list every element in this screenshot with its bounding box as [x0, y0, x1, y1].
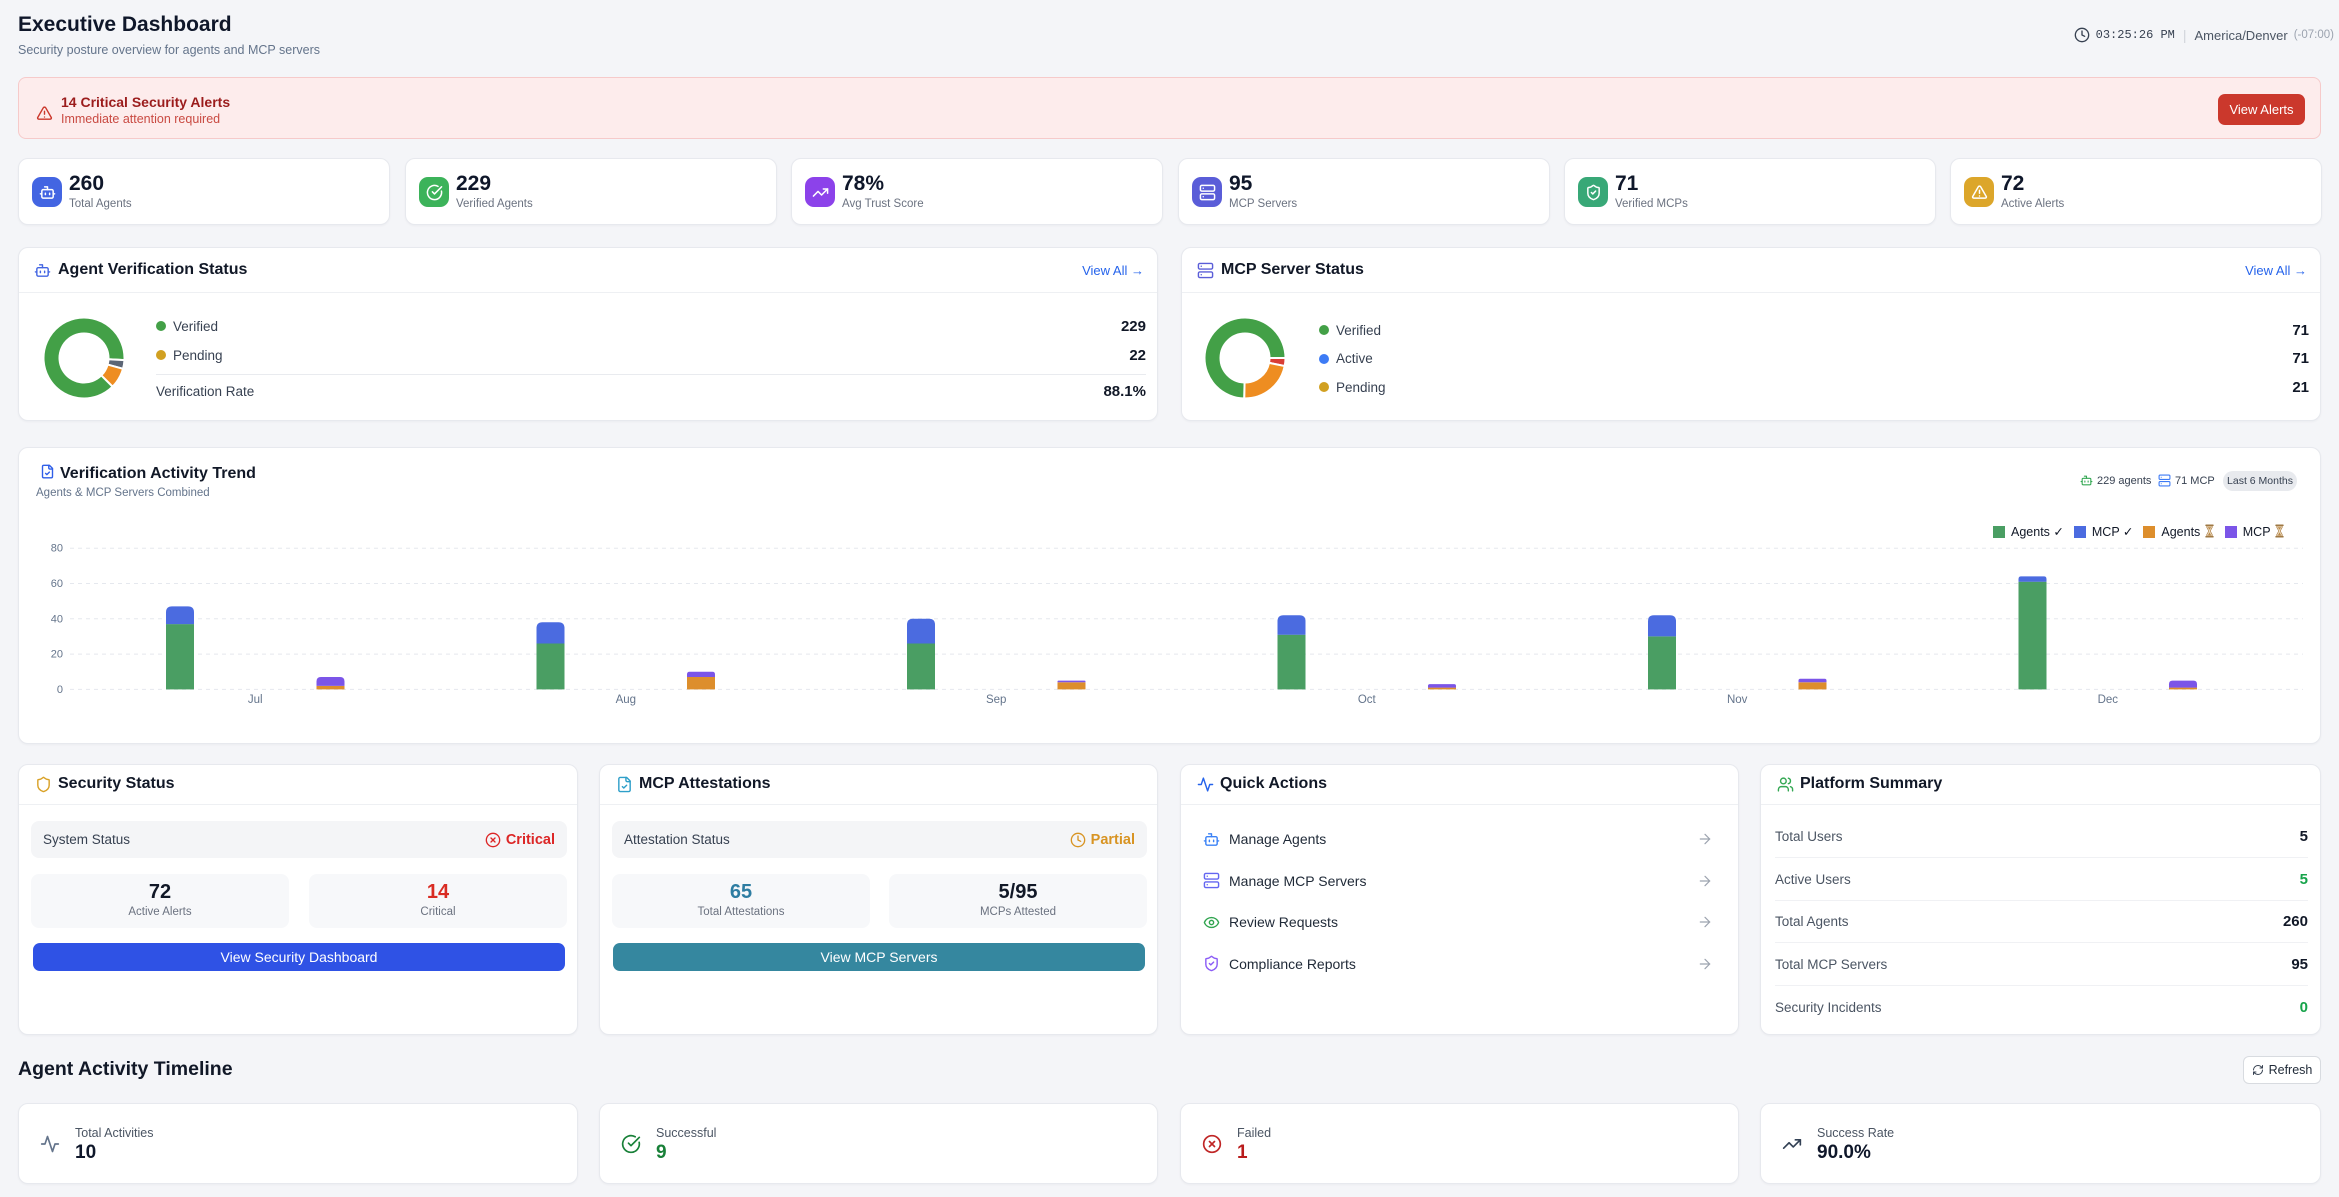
svg-text:80: 80 [51, 543, 63, 555]
svg-text:Dec: Dec [2098, 694, 2119, 706]
svg-text:Oct: Oct [1358, 694, 1377, 706]
svg-text:0: 0 [57, 684, 63, 696]
svg-text:Sep: Sep [986, 694, 1006, 706]
svg-text:60: 60 [51, 578, 63, 590]
svg-text:Jul: Jul [248, 694, 263, 706]
svg-text:40: 40 [51, 613, 63, 625]
svg-text:Aug: Aug [616, 694, 636, 706]
svg-text:20: 20 [51, 649, 63, 661]
svg-text:Nov: Nov [1727, 694, 1748, 706]
